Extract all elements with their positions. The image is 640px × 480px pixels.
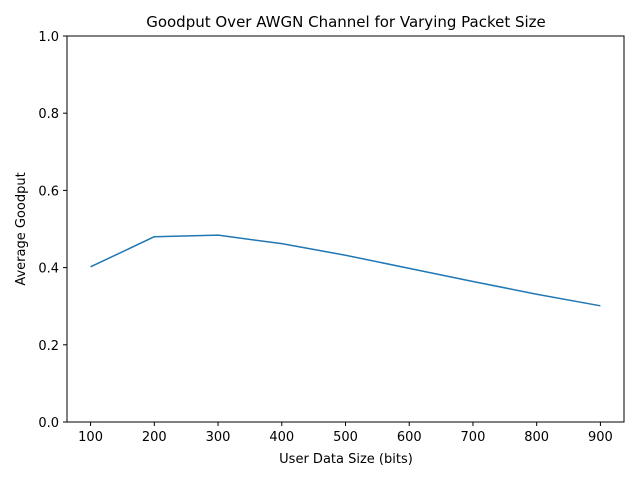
x-tick-label: 900 xyxy=(588,430,613,445)
y-ticks: 0.0 0.2 0.4 0.6 0.8 1.0 xyxy=(38,30,67,431)
plot-area xyxy=(90,234,601,307)
x-tick-label: 700 xyxy=(461,430,486,445)
x-tick-label: 400 xyxy=(269,430,294,445)
y-tick-label: 1.0 xyxy=(38,30,59,45)
x-tick-label: 800 xyxy=(524,430,549,445)
x-tick-label: 500 xyxy=(333,430,358,445)
x-tick-label: 300 xyxy=(206,430,231,445)
y-tick-label: 0.6 xyxy=(38,184,59,199)
y-tick-label: 0.4 xyxy=(38,262,59,277)
chart-title: Goodput Over AWGN Channel for Varying Pa… xyxy=(146,13,546,31)
x-ticks: 100 200 300 400 500 600 700 800 900 xyxy=(78,422,613,445)
series-line-0 xyxy=(90,234,601,307)
y-axis-label: Average Goodput xyxy=(14,172,29,285)
y-tick-label: 0.0 xyxy=(38,416,59,431)
y-tick-label: 0.2 xyxy=(38,339,59,354)
x-tick-label: 600 xyxy=(397,430,422,445)
x-axis-label: User Data Size (bits) xyxy=(279,452,413,467)
x-tick-label: 100 xyxy=(78,430,103,445)
axes-frame xyxy=(66,35,625,423)
x-tick-label: 200 xyxy=(142,430,167,445)
y-tick-label: 0.8 xyxy=(38,107,59,122)
